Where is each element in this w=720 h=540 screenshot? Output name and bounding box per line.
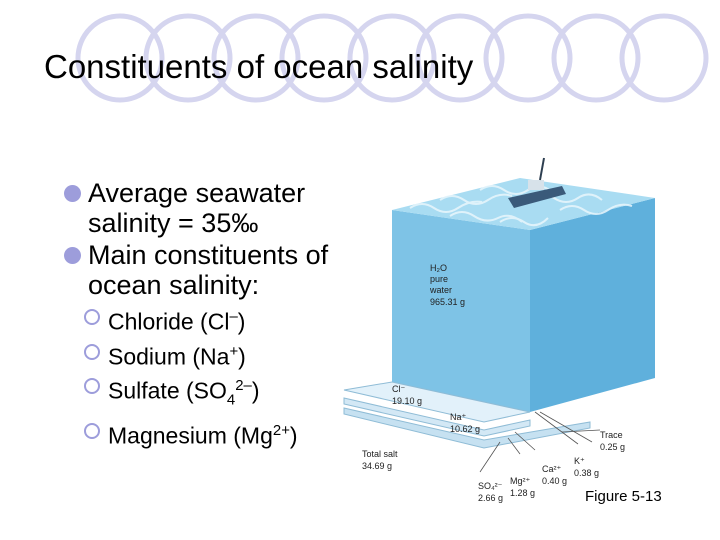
sodium-mass-value: 10.62 g — [450, 424, 480, 434]
potassium-label: K⁺ — [574, 456, 585, 466]
sub-bullet-ring-icon — [84, 422, 100, 439]
chloride-slab — [343, 381, 531, 423]
water-front-face — [392, 210, 530, 412]
sub-bullet-item: Sodium (Na+) — [84, 337, 364, 372]
sodium-slab — [343, 397, 531, 437]
figure-caption: Figure 5-13 — [585, 488, 662, 505]
water-label: H₂O — [430, 263, 447, 273]
sub-bullet-ring-icon — [84, 343, 100, 360]
decorative-rings — [75, 13, 709, 103]
sub-bullet-item: Sulfate (SO42–) — [84, 371, 364, 415]
water-label-line: pure — [430, 274, 448, 284]
wave-pattern — [409, 185, 633, 227]
bullet-item: Average seawater salinity = 35‰ — [64, 178, 364, 238]
sub-bullet-ring-icon — [84, 378, 100, 395]
bullet-dot-icon — [64, 185, 81, 202]
remaining-salt-slabs — [343, 407, 591, 449]
bullet-item: Main constituents of ocean salinity: — [64, 240, 364, 300]
trace-mass-value: 0.25 g — [600, 442, 625, 452]
sub-bullet-item: Chloride (Cl–) — [84, 302, 364, 337]
bullet-list: Average seawater salinity = 35‰ Main con… — [64, 178, 364, 450]
total-salt-mass-value: 34.69 g — [362, 461, 392, 471]
trace-label: Trace — [600, 430, 623, 440]
water-side-face — [530, 198, 655, 412]
seawater-figure: H₂O pure water 965.31 g Cl⁻ 19.10 g Na⁺ … — [343, 157, 655, 503]
water-mass-value: 965.31 g — [430, 297, 465, 307]
sulfate-label: SO₄²⁻ — [478, 481, 503, 491]
slide-title: Constituents of ocean salinity — [44, 48, 474, 85]
sub-bullet-ring-icon — [84, 309, 100, 325]
chloride-mass-value: 19.10 g — [392, 396, 422, 406]
bullet-text: Main constituents of ocean salinity: — [88, 240, 329, 300]
leader-lines — [479, 411, 601, 473]
water-label-line: water — [429, 285, 452, 295]
magnesium-label: Mg²⁺ — [510, 476, 530, 486]
bullet-text: Average seawater salinity = 35‰ — [88, 178, 306, 238]
total-salt-label: Total salt — [362, 449, 398, 459]
bullet-dot-icon — [64, 247, 81, 264]
chloride-label: Cl⁻ — [392, 384, 405, 394]
sulfate-mass-value: 2.66 g — [478, 493, 503, 503]
magnesium-mass-value: 1.28 g — [510, 488, 535, 498]
potassium-mass-value: 0.38 g — [574, 468, 599, 478]
sodium-label: Na⁺ — [450, 412, 467, 422]
calcium-mass-value: 0.40 g — [542, 476, 567, 486]
calcium-label: Ca²⁺ — [542, 464, 562, 474]
sub-bullet-item: Magnesium (Mg2+) — [84, 416, 364, 451]
ship-icon — [508, 157, 566, 208]
